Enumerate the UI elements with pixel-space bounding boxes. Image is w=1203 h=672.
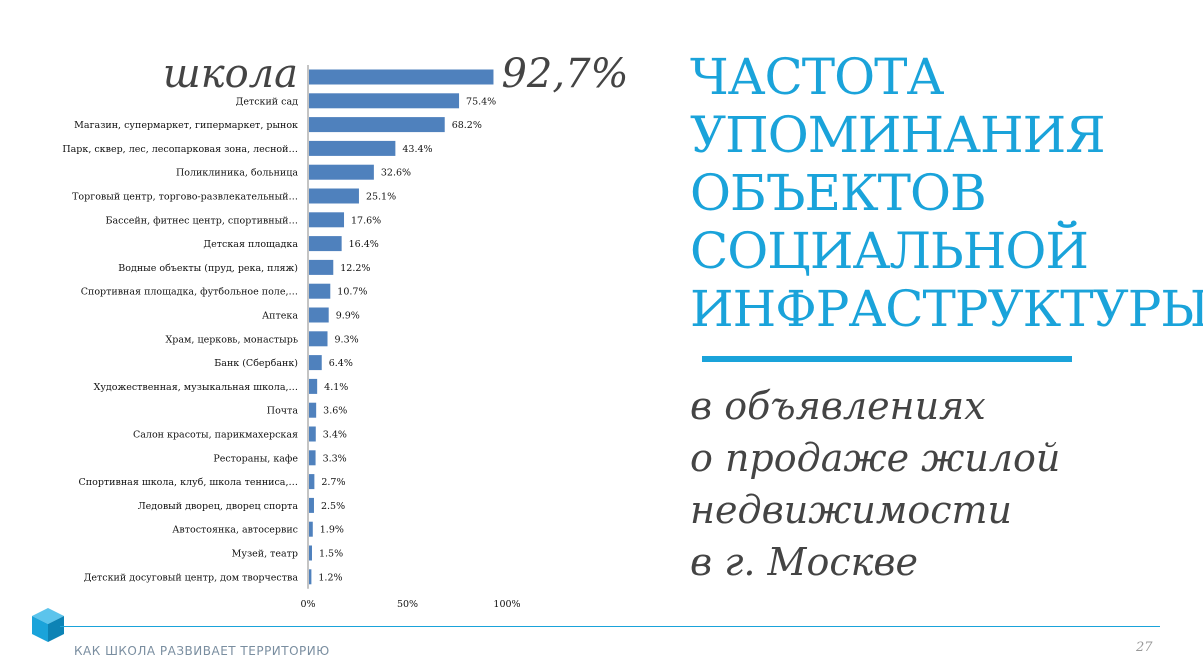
category-label: Ледовый дворец, дворец спорта <box>138 501 299 512</box>
value-label: 92,7% <box>501 51 628 97</box>
x-tick-label: 100% <box>493 599 520 610</box>
value-label: 3.6% <box>323 406 347 417</box>
bar <box>309 164 374 180</box>
slide-title: ЧАСТОТА УПОМИНАНИЯ ОБЪЕКТОВ СОЦИАЛЬНОЙ И… <box>690 48 1203 338</box>
bar <box>309 474 315 490</box>
category-label: Поликлиника, больница <box>176 168 298 179</box>
title-line: ЧАСТОТА <box>690 48 944 106</box>
value-label: 9.9% <box>336 311 360 322</box>
bar <box>309 545 312 561</box>
value-label: 6.4% <box>329 358 353 369</box>
bar <box>309 283 331 299</box>
value-label: 2.7% <box>321 477 345 488</box>
value-label: 1.9% <box>320 525 344 536</box>
bar <box>309 212 345 228</box>
subtitle-line: в объявлениях <box>690 384 986 428</box>
accent-divider <box>702 356 1072 362</box>
bar <box>309 378 318 394</box>
value-label: 68.2% <box>452 120 482 131</box>
page-number: 27 <box>1136 640 1153 655</box>
bar <box>309 569 312 585</box>
category-label: Магазин, супермаркет, гипермаркет, рынок <box>74 120 298 131</box>
subtitle-line: недвижимости <box>690 488 1013 532</box>
category-label: Рестораны, кафе <box>213 453 298 464</box>
category-label: Торговый центр, торгово-развлекательный… <box>72 192 298 203</box>
bar <box>309 450 316 466</box>
bar <box>309 497 314 513</box>
category-label: Автостоянка, автосервис <box>172 525 298 536</box>
bar <box>309 140 396 156</box>
bar <box>309 259 334 275</box>
slide-subtitle: в объявлениях о продаже жилой недвижимос… <box>690 380 1190 588</box>
title-line: СОЦИАЛЬНОЙ <box>690 222 1089 280</box>
bar-chart: школа 92,7% Детский сад 75.4% Магазин, супер… <box>62 51 628 610</box>
value-label: 3.4% <box>323 430 347 441</box>
category-label: Детский досуговый центр, дом творчества <box>84 572 299 583</box>
title-line: ОБЪЕКТОВ <box>690 164 987 222</box>
value-label: 1.5% <box>319 549 343 560</box>
category-label: Детская площадка <box>203 239 298 250</box>
value-label: 4.1% <box>324 382 348 393</box>
value-label: 25.1% <box>366 192 396 203</box>
value-label: 43.4% <box>402 144 432 155</box>
bar <box>309 236 342 252</box>
category-label: Художественная, музыкальная школа,… <box>94 382 298 393</box>
category-label: Бассейн, фитнес центр, спортивный… <box>106 215 298 226</box>
value-label: 12.2% <box>340 263 370 274</box>
category-label: Аптека <box>262 311 298 322</box>
value-label: 2.5% <box>321 501 345 512</box>
value-label: 75.4% <box>466 96 496 107</box>
bar <box>309 331 328 347</box>
category-label: Спортивная школа, клуб, школа тенниса,… <box>79 477 298 488</box>
x-tick-label: 50% <box>397 599 418 610</box>
cube-logo-icon <box>32 608 64 642</box>
value-label: 17.6% <box>351 215 381 226</box>
value-label: 16.4% <box>349 239 379 250</box>
category-label: школа <box>163 51 298 97</box>
title-line: ИНФРАСТРУКТУРЫ <box>690 280 1203 338</box>
category-label: Салон красоты, парикмахерская <box>133 430 298 441</box>
value-label: 32.6% <box>381 168 411 179</box>
subtitle-line: о продаже жилой <box>690 436 1061 480</box>
bar <box>309 117 445 133</box>
bar <box>309 426 316 442</box>
value-label: 9.3% <box>335 334 359 345</box>
x-tick-label: 0% <box>300 599 315 610</box>
value-label: 1.2% <box>318 572 342 583</box>
bar <box>309 69 494 85</box>
category-label: Водные объекты (пруд, река, пляж) <box>118 263 298 274</box>
bar <box>309 402 317 418</box>
category-label: Храм, церковь, монастырь <box>166 334 298 345</box>
bar <box>309 188 359 204</box>
footer-title: КАК ШКОЛА РАЗВИВАЕТ ТЕРРИТОРИЮ <box>74 644 330 658</box>
category-label: Почта <box>267 406 299 417</box>
footer-divider <box>60 626 1160 627</box>
bar <box>309 355 322 371</box>
category-label: Банк (Сбербанк) <box>214 358 298 369</box>
category-label: Парк, сквер, лес, лесопарковая зона, лес… <box>62 144 298 155</box>
bar <box>309 93 460 109</box>
category-label: Спортивная площадка, футбольное поле,… <box>81 287 298 298</box>
category-label: Детский сад <box>236 96 299 107</box>
bar <box>309 521 313 537</box>
value-label: 3.3% <box>323 453 347 464</box>
category-label: Музей, театр <box>232 549 298 560</box>
title-line: УПОМИНАНИЯ <box>690 106 1106 164</box>
bar <box>309 307 329 323</box>
value-label: 10.7% <box>337 287 367 298</box>
subtitle-line: в г. Москве <box>690 540 918 584</box>
